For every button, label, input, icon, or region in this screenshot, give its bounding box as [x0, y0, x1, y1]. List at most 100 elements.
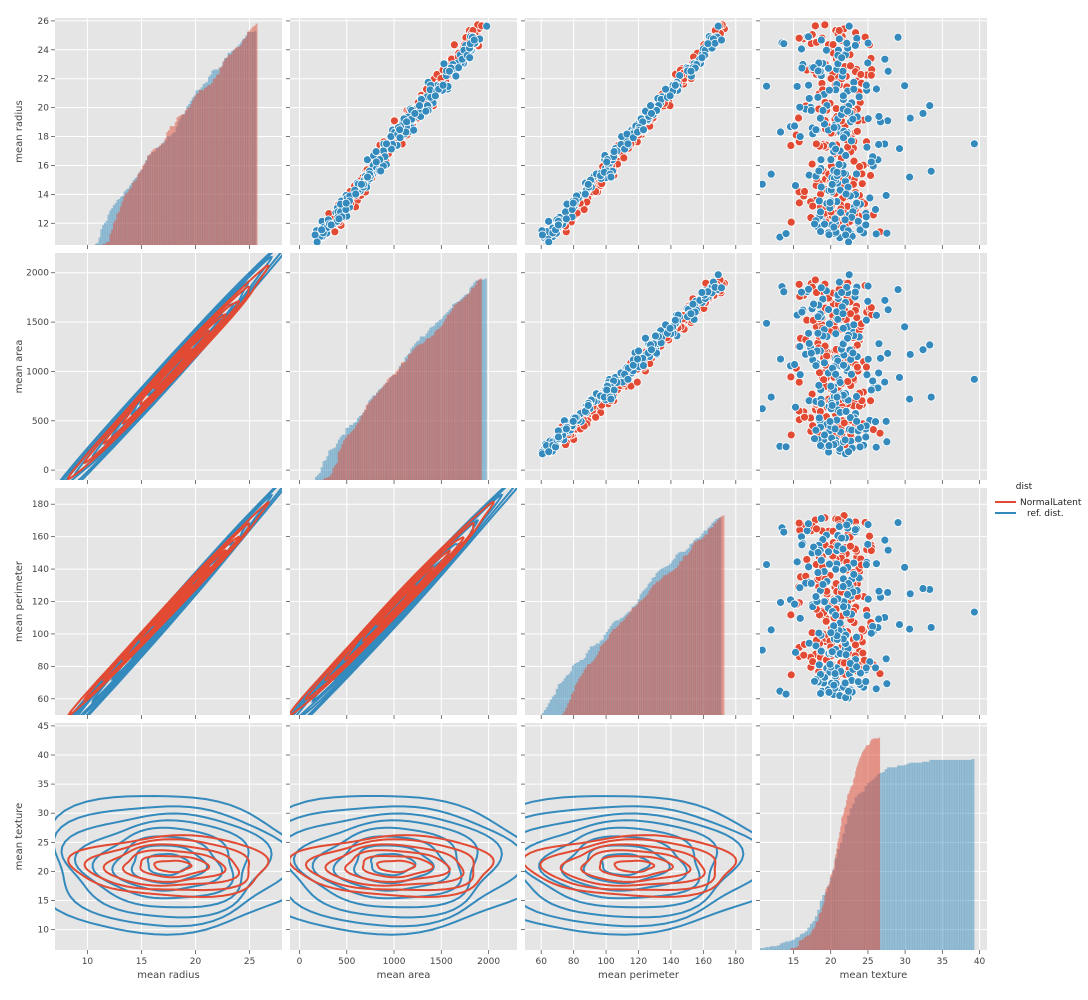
- hist-bar-normal-latent: [337, 451, 340, 480]
- hist-bar-ref-dist: [448, 309, 451, 480]
- hist-bar-normal-latent: [229, 54, 232, 245]
- hist-bar-ref-dist: [767, 947, 771, 950]
- scatter-point-ref-dist: [827, 401, 837, 410]
- kde-contour-normal-latent: [324, 843, 465, 887]
- hist-bar-ref-dist: [396, 371, 400, 480]
- scatter-point-ref-dist: [697, 288, 707, 297]
- scatter-point-ref-dist: [861, 432, 871, 442]
- hist-bar-normal-latent: [348, 434, 351, 480]
- hist-bar-ref-dist: [931, 759, 935, 950]
- hist-bar-ref-dist: [872, 779, 875, 950]
- hist-bar-ref-dist: [435, 322, 438, 480]
- scatter-point-ref-dist: [811, 592, 821, 601]
- hist-bar-ref-dist: [402, 362, 405, 480]
- scatter-point-ref-dist: [312, 237, 322, 245]
- hist-bar-normal-latent: [416, 345, 419, 480]
- scatter-point-ref-dist: [816, 207, 825, 217]
- hist-bar-normal-latent: [362, 413, 365, 480]
- scatter-point-ref-dist: [844, 21, 854, 31]
- scatter-point-ref-dist: [816, 182, 826, 192]
- hist-bar-normal-latent: [855, 771, 857, 950]
- scatter-point-ref-dist: [795, 613, 805, 623]
- scatter-point-ref-dist: [832, 167, 842, 177]
- scatter-point-ref-dist: [623, 139, 633, 149]
- hist-bar-ref-dist: [685, 549, 688, 715]
- hist-bar-normal-latent: [639, 600, 642, 715]
- scatter-point-ref-dist: [874, 614, 884, 624]
- hist-bar-normal-latent: [233, 49, 236, 245]
- scatter-point-ref-dist: [841, 650, 851, 660]
- hist-bar-normal-latent: [634, 606, 637, 715]
- scatter-point-ref-dist: [834, 34, 844, 44]
- hist-bar-normal-latent: [250, 28, 253, 245]
- scatter-point-ref-dist: [811, 641, 821, 651]
- scatter-point-ref-dist: [905, 394, 914, 404]
- hist-bar-normal-latent: [587, 664, 590, 715]
- x-axis-label: mean radius: [137, 970, 199, 981]
- scatter-point-normal-latent: [800, 187, 809, 196]
- hist-bar-normal-latent: [397, 369, 400, 480]
- hist-bar-ref-dist: [103, 222, 106, 245]
- panel-mean-area-vs-mean-perimeter: [525, 253, 752, 480]
- scatter-point-ref-dist: [410, 109, 420, 118]
- hist-bar-normal-latent: [349, 432, 353, 480]
- hist-bar-normal-latent: [148, 154, 151, 245]
- scatter-point-ref-dist: [841, 151, 851, 160]
- hist-bar-ref-dist: [484, 278, 487, 480]
- hist-bar-normal-latent: [243, 38, 246, 245]
- hist-bar-ref-dist: [213, 69, 216, 245]
- scatter-point-ref-dist: [634, 346, 643, 356]
- hist-bar-normal-latent: [465, 294, 468, 480]
- scatter-point-ref-dist: [842, 520, 852, 530]
- scatter-point-ref-dist: [762, 81, 771, 91]
- hist-bar-ref-dist: [593, 645, 596, 715]
- hist-bar-ref-dist: [395, 374, 398, 480]
- scatter-point-ref-dist: [863, 296, 873, 306]
- scatter-point-ref-dist: [717, 283, 726, 293]
- hist-bar-normal-latent: [434, 331, 437, 480]
- scatter-point-ref-dist: [849, 558, 859, 568]
- hist-bar-ref-dist: [959, 759, 963, 950]
- hist-bar-normal-latent: [198, 89, 201, 245]
- scatter-point-normal-latent: [819, 375, 829, 385]
- hist-bar-ref-dist: [655, 573, 658, 715]
- hist-bar-ref-dist: [475, 280, 478, 480]
- hist-bar-normal-latent: [637, 602, 640, 715]
- hist-bar-normal-latent: [388, 377, 391, 480]
- hist-bar-normal-latent: [469, 291, 472, 480]
- scatter-point-ref-dist: [854, 92, 864, 102]
- scatter-point-normal-latent: [799, 650, 809, 660]
- scatter-point-ref-dist: [351, 189, 361, 199]
- kde-contour-normal-latent: [102, 299, 241, 445]
- hist-bar-ref-dist: [553, 694, 557, 715]
- hist-bar-normal-latent: [222, 60, 225, 245]
- scatter-point-ref-dist: [880, 535, 890, 545]
- scatter-point-ref-dist: [814, 628, 824, 638]
- hist-bar-normal-latent: [353, 428, 356, 480]
- hist-bar-normal-latent: [435, 329, 438, 480]
- scatter-point-ref-dist: [791, 402, 800, 412]
- hist-bar-ref-dist: [159, 145, 162, 245]
- scatter-point-ref-dist: [813, 92, 823, 102]
- hist-bar-normal-latent: [835, 854, 837, 950]
- hist-bar-normal-latent: [858, 761, 860, 950]
- scatter-point-ref-dist: [824, 547, 833, 557]
- scatter-point-ref-dist: [861, 315, 871, 325]
- scatter-point-ref-dist: [969, 139, 979, 149]
- hist-bar-ref-dist: [410, 348, 413, 480]
- hist-bar-ref-dist: [252, 31, 255, 245]
- hist-bar-ref-dist: [381, 386, 384, 480]
- scatter-point-ref-dist: [670, 80, 680, 90]
- hist-bar-normal-latent: [154, 148, 157, 245]
- scatter-point-ref-dist: [871, 663, 880, 673]
- scatter-point-ref-dist: [824, 230, 834, 240]
- panel-mean-perimeter-vs-mean-area: [290, 488, 517, 715]
- hist-bar-normal-latent: [385, 382, 388, 480]
- scatter-point-ref-dist: [883, 66, 893, 76]
- hist-bar-normal-latent: [123, 196, 126, 245]
- scatter-point-ref-dist: [835, 378, 845, 387]
- kde-contour-ref-dist: [290, 812, 503, 919]
- hist-bar-ref-dist: [703, 530, 706, 715]
- scatter-point-ref-dist: [818, 580, 828, 589]
- scatter-point-ref-dist: [818, 294, 828, 304]
